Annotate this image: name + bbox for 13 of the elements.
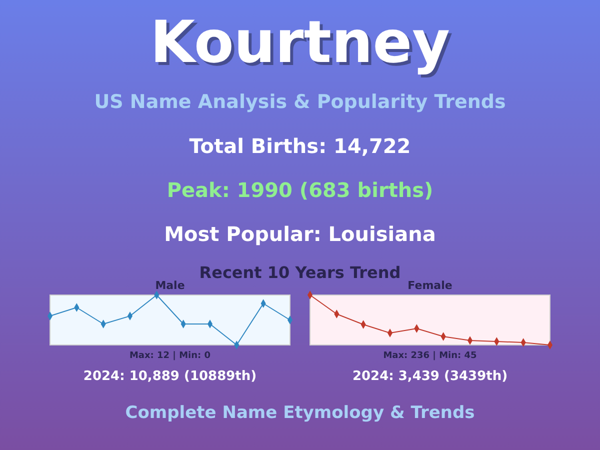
text: Max: 12 | Min: 0 [129,351,211,361]
text: 2024: 3,439 (3439th) [352,369,508,384]
chart-title: Female [408,279,452,292]
text: 2024: 10,889 (10889th) [83,369,257,384]
chart-title: Male [155,279,185,292]
text: Kourtney [153,11,453,79]
text: Complete Name Etymology & Trends [125,403,475,423]
text: Total Births: 14,722 [189,134,411,158]
text: Max: 236 | Min: 45 [383,351,477,361]
text: US Name Analysis & Popularity Trends [94,91,506,113]
text: Most Popular: Louisiana [164,222,436,246]
text: Peak: 1990 (683 births) [166,178,434,202]
text: Recent 10 Years Trend [199,263,401,282]
